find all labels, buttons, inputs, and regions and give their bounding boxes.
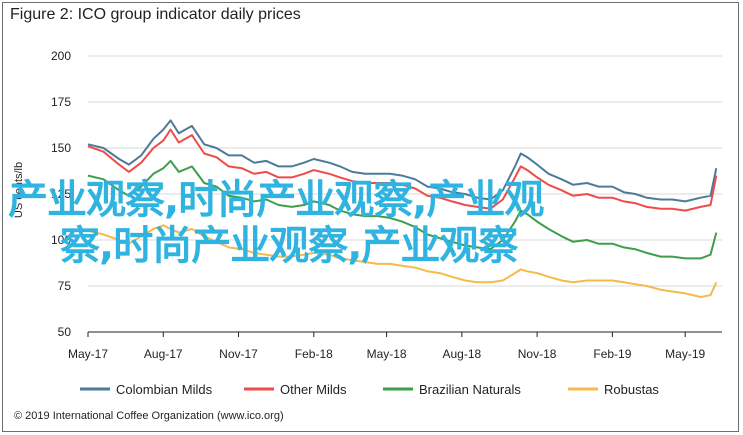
- legend-label: Colombian Milds: [116, 382, 213, 397]
- y-tick-label: 150: [51, 141, 71, 155]
- x-tick-label: Aug-18: [443, 347, 482, 361]
- legend-label: Robustas: [604, 382, 659, 397]
- legend-label: Brazilian Naturals: [419, 382, 521, 397]
- legend: Colombian Milds Other Milds Brazilian Natu…: [80, 382, 659, 397]
- series-line-robustas: [87, 224, 718, 298]
- x-tick-label: Aug-17: [144, 347, 183, 361]
- watermark-text-line-1: 产业观察,时尚产业观察,产业观: [8, 177, 544, 223]
- x-tick-label: May-17: [68, 347, 108, 361]
- x-tick-label: May-19: [665, 347, 705, 361]
- x-tick-label: Feb-18: [295, 347, 333, 361]
- y-tick-label: 125: [51, 187, 71, 201]
- series-line-colombian-milds: [87, 119, 718, 203]
- series-lines: [87, 119, 718, 298]
- y-tick-label: 50: [58, 325, 72, 339]
- chart-title: Figure 2: ICO group indicator daily pric…: [10, 6, 301, 23]
- x-axis-ticks: May-17 Aug-17 Nov-17 Feb-18 May-18 Aug-18 Nov-…: [68, 332, 706, 361]
- x-tick-label: Feb-19: [593, 347, 631, 361]
- x-tick-label: Nov-18: [518, 347, 557, 361]
- x-tick-label: Nov-17: [219, 347, 258, 361]
- y-axis-label: US cents/lb: [13, 162, 25, 218]
- copyright-footer: © 2019 International Coffee Organization…: [14, 410, 284, 422]
- x-tick-label: May-18: [367, 347, 407, 361]
- watermark-text-line-2: 察,时尚产业观察,产业观察: [60, 223, 518, 269]
- series-line-brazilian-naturals: [87, 159, 718, 260]
- legend-label: Other Milds: [280, 382, 347, 397]
- y-axis-ticks: 50 75 100 125 150 175 200: [51, 49, 71, 339]
- y-tick-label: 100: [51, 233, 71, 247]
- y-tick-label: 200: [51, 49, 71, 63]
- gridlines: [88, 55, 722, 333]
- series-line-other-milds: [87, 128, 718, 212]
- y-tick-label: 75: [58, 279, 72, 293]
- y-tick-label: 175: [51, 95, 71, 109]
